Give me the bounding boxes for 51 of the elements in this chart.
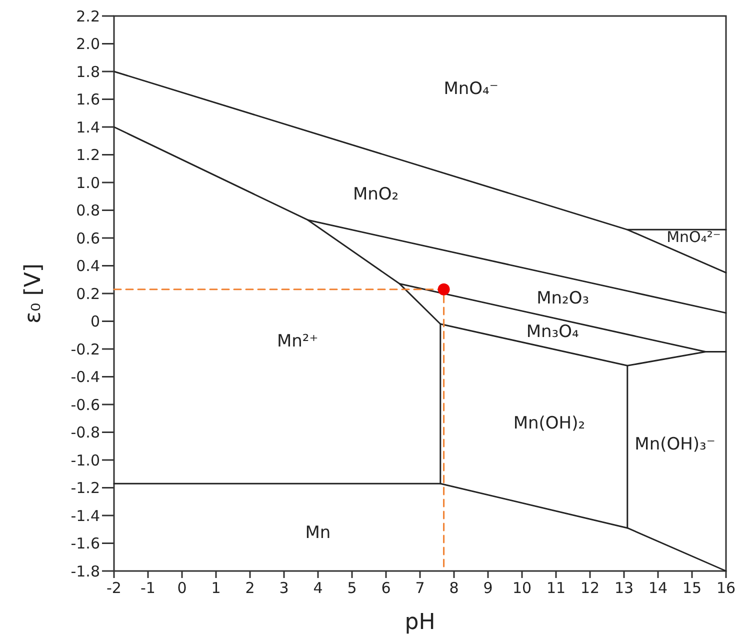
annotation: MnO₂ (352, 184, 399, 205)
x-tick-label: 0 (177, 579, 187, 597)
y-axis-title: ε₀ [V] (21, 264, 46, 324)
y-tick-label: 2.2 (76, 7, 100, 26)
y-tick-label: 0.8 (76, 202, 100, 220)
annotation: Mn(OH)₃⁻ (634, 434, 716, 454)
y-tick-label: -0.4 (70, 368, 100, 386)
y-tick-label: 2.0 (76, 35, 100, 53)
y-tick-label: -0.2 (70, 340, 100, 358)
y-tick-label: -1.0 (70, 451, 100, 470)
annotation: Mn₃O₄ (526, 322, 580, 342)
x-tick-label: 1 (211, 579, 221, 597)
x-tick-label: 3 (279, 579, 289, 597)
y-tick-label: 1.2 (76, 146, 100, 164)
x-tick-label: 4 (313, 579, 323, 597)
y-tick-label: -0.8 (70, 424, 100, 442)
x-tick-label: 11 (546, 579, 566, 597)
y-tick-label: 1.6 (76, 90, 100, 108)
x-tick-label: -2 (106, 579, 122, 597)
y-tick-label: 0 (90, 312, 100, 330)
y-tick-label: -1.6 (70, 534, 100, 552)
y-tick-label: 0.2 (76, 284, 100, 303)
annotation: Mn(OH)₂ (513, 413, 586, 434)
y-tick-label: -1.4 (70, 506, 100, 525)
x-tick-label: 14 (648, 579, 668, 597)
y-tick-label: -1.8 (70, 562, 100, 580)
x-axis-title: pH (404, 610, 436, 635)
x-tick-label: 6 (381, 579, 391, 597)
x-tick-label: 5 (347, 579, 357, 597)
x-tick-label: 12 (580, 579, 600, 597)
y-tick-label: 0.4 (76, 257, 100, 275)
annotation: Mn (305, 523, 331, 544)
x-tick-label: 13 (614, 579, 634, 597)
annotation: Mn₂O₃ (536, 288, 590, 309)
x-tick-label: 16 (716, 579, 736, 597)
x-tick-label: 10 (512, 579, 532, 597)
x-tick-label: 2 (245, 579, 255, 597)
x-tick-label: 9 (483, 579, 493, 597)
annotation: Mn²⁺ (276, 332, 318, 352)
annotation: MnO₄⁻ (444, 79, 498, 100)
x-tick-label: 15 (682, 579, 702, 597)
y-tick-label: -1.2 (70, 479, 100, 497)
annotation: MnO₄²⁻ (666, 228, 721, 246)
y-tick-label: 1.4 (76, 118, 100, 136)
y-tick-label: 1.8 (76, 62, 100, 81)
x-tick-label: 7 (415, 579, 425, 597)
x-tick-label: 8 (449, 579, 459, 597)
x-tick-label: -1 (140, 579, 156, 597)
y-tick-label: -0.6 (70, 396, 100, 414)
y-tick-label: 1.0 (76, 174, 100, 192)
y-tick-label: 0.6 (76, 229, 100, 248)
